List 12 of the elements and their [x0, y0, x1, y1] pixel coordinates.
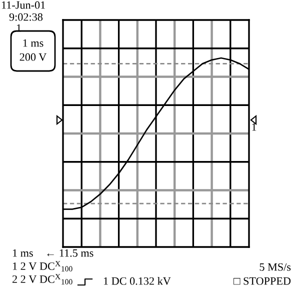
- text: 5 MS/s: [260, 263, 291, 271]
- text: 1 DC 0.132 kV: [104, 276, 171, 285]
- text: 11-Jun-01: [2, 1, 45, 9]
- text: ← 11.5 ms: [47, 249, 94, 257]
- text: 200 V: [20, 53, 47, 61]
- text: □ STOPPED: [234, 277, 291, 285]
- text: 1: [252, 123, 256, 131]
- text: 1 ms: [12, 249, 33, 257]
- text: 1 2 V DC$^{X}$$_{100}$: [12, 261, 72, 272]
- text: 9:02:38: [9, 13, 43, 21]
- text: 2 2 V DC$^{X}$$_{100}$: [12, 274, 72, 284]
- text: 1 ms: [23, 39, 44, 47]
